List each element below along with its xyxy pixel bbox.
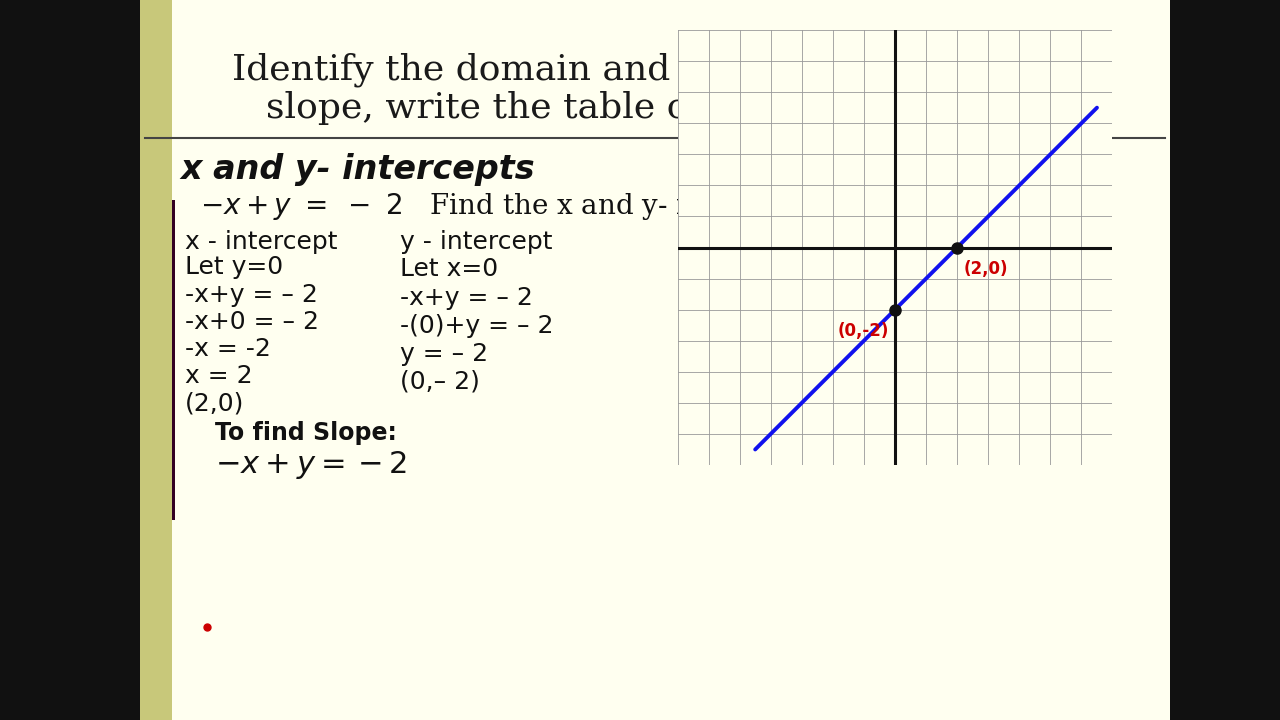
Text: x = 2: x = 2: [186, 364, 252, 388]
Text: x - intercept: x - intercept: [186, 230, 338, 254]
Text: $-x + y = -2$: $-x + y = -2$: [215, 449, 407, 481]
Text: slope, write the table of values then graph.: slope, write the table of values then gr…: [265, 91, 1055, 125]
Text: -(0)+y = – 2: -(0)+y = – 2: [399, 314, 553, 338]
Bar: [140, 0, 1170, 720]
Text: Let y=0: Let y=0: [186, 255, 283, 279]
Text: (0,– 2): (0,– 2): [399, 370, 480, 394]
Bar: [870, 116, 1080, 136]
Text: Let x=0: Let x=0: [399, 257, 498, 281]
Text: x and y- intercepts: x and y- intercepts: [180, 153, 535, 186]
Text: (0,-2): (0,-2): [837, 322, 888, 340]
Text: -x+0 = – 2: -x+0 = – 2: [186, 310, 319, 334]
Text: y - intercept: y - intercept: [399, 230, 553, 254]
Text: Identify the domain and range, intercepts, and: Identify the domain and range, intercept…: [232, 53, 1088, 87]
Text: -x = -2: -x = -2: [186, 337, 271, 361]
Text: -x+y = – 2: -x+y = – 2: [186, 283, 317, 307]
Text: y = – 2: y = – 2: [399, 342, 488, 366]
Text: -x+y = – 2: -x+y = – 2: [399, 286, 532, 310]
Bar: [172, 200, 175, 520]
Text: (2,0): (2,0): [186, 391, 244, 415]
Bar: [140, 0, 172, 720]
Text: (2,0): (2,0): [964, 260, 1007, 278]
Text: To find Slope:: To find Slope:: [215, 421, 397, 445]
Text: $-x + y\ =\ -\ 2$   Find the x and y- intercept: $-x + y\ =\ -\ 2$ Find the x and y- inte…: [200, 192, 806, 222]
